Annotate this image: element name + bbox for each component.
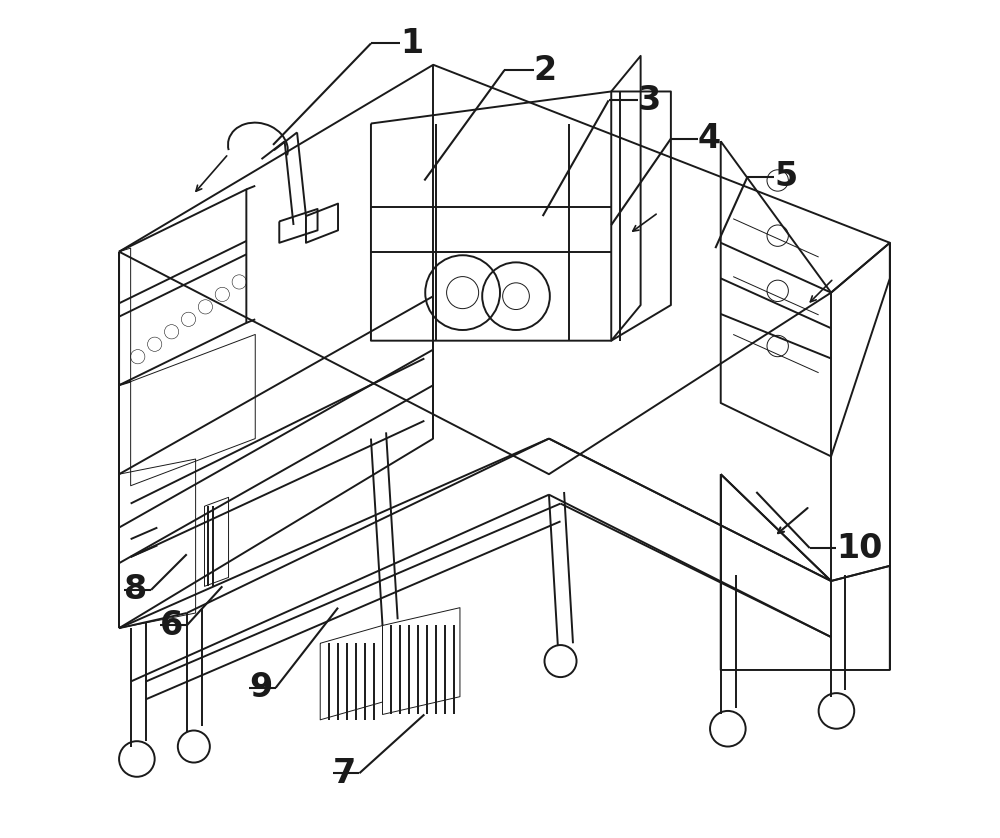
Text: 3: 3 <box>638 84 661 116</box>
Text: 9: 9 <box>249 671 272 704</box>
Text: 5: 5 <box>774 160 797 194</box>
Text: 7: 7 <box>333 757 356 789</box>
Text: 6: 6 <box>160 609 183 642</box>
Text: 2: 2 <box>534 54 557 86</box>
Text: 8: 8 <box>124 573 148 607</box>
Text: 4: 4 <box>698 122 721 155</box>
Text: 1: 1 <box>400 27 423 59</box>
Text: 10: 10 <box>836 531 883 565</box>
